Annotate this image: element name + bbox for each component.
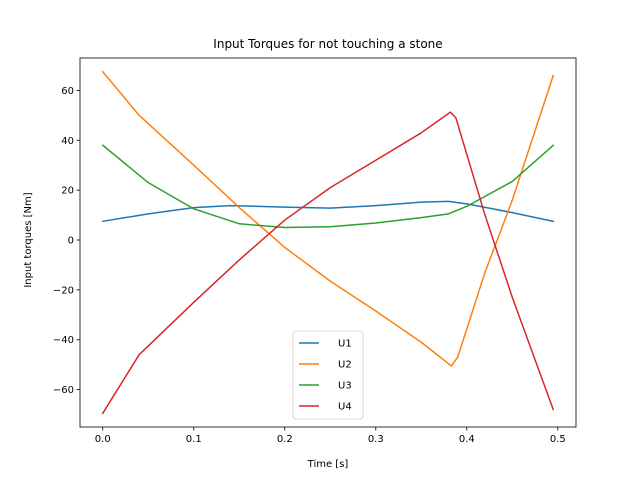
legend-label: U4 — [338, 402, 352, 413]
legend-label: U3 — [338, 381, 352, 392]
x-axis-label: Time [s] — [307, 459, 349, 470]
series-line-u2 — [101, 70, 555, 367]
series-line-u1 — [101, 200, 555, 223]
legend-box — [292, 330, 364, 420]
legend: U1 U2 U3 U4 — [292, 330, 364, 420]
y-tick-label: 20 — [61, 186, 74, 197]
y-tick-label: 0 — [68, 236, 74, 247]
y-tick-label: −40 — [53, 335, 74, 346]
y-tick-label: −60 — [53, 385, 74, 396]
series-line-u3 — [101, 144, 555, 229]
y-axis-label: Input torques [Nm] — [23, 192, 34, 287]
legend-label: U1 — [338, 339, 352, 350]
chart-title: Input Torques for not touching a stone — [213, 37, 442, 51]
x-tick-label: 0.0 — [95, 434, 111, 445]
legend-label: U2 — [338, 360, 352, 371]
plot-lines — [101, 70, 555, 415]
x-tick-label: 0.5 — [550, 434, 566, 445]
x-tick-label: 0.1 — [186, 434, 202, 445]
plot-frame — [79, 57, 577, 428]
y-axis: −60 −40 −20 0 20 40 60 — [53, 86, 80, 396]
y-tick-label: 60 — [61, 86, 74, 97]
x-axis: 0.0 0.1 0.2 0.3 0.4 0.5 — [95, 427, 566, 445]
y-tick-label: 40 — [61, 136, 74, 147]
x-tick-label: 0.4 — [459, 434, 475, 445]
y-tick-label: −20 — [53, 285, 74, 296]
x-tick-label: 0.3 — [368, 434, 384, 445]
x-tick-label: 0.2 — [277, 434, 293, 445]
series-line-u4 — [101, 111, 555, 415]
